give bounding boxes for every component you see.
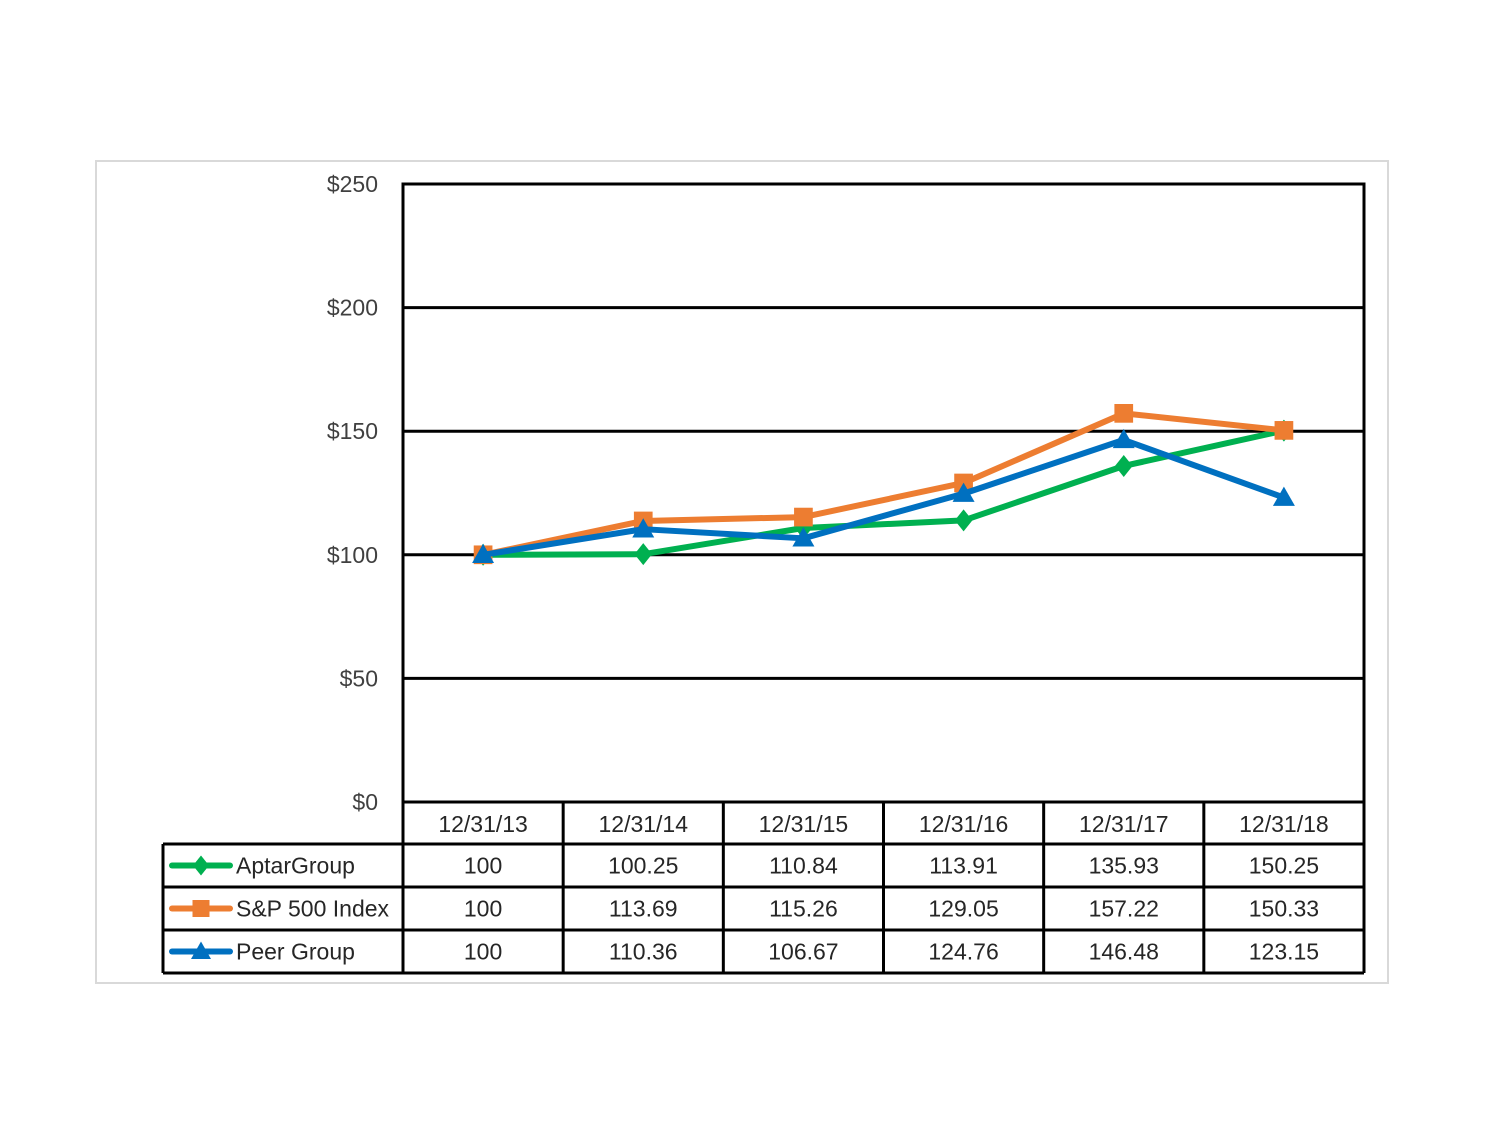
square-marker-icon [192,900,210,917]
category-label: 12/31/17 [1079,811,1169,837]
table-cell: 150.25 [1249,853,1319,879]
table-cell: 157.22 [1089,896,1159,922]
diamond-marker-icon [634,543,653,566]
category-label: 12/31/18 [1239,811,1329,837]
series-lines [472,404,1295,566]
y-axis-labels: $0 $50 $100 $150 $200 $250 [327,171,378,815]
series-line [483,427,1285,558]
y-tick-label: $50 [340,665,378,691]
table-cell: 113.91 [929,853,998,879]
triangle-marker-icon [191,941,211,959]
series-s-p-500-index [473,404,1294,565]
triangle-marker-icon [1272,486,1295,506]
table-cell: 124.76 [928,939,998,965]
category-label: 12/31/13 [438,811,528,837]
triangle-marker-icon [792,527,815,547]
triangle-marker-icon [1112,428,1135,449]
category-label: 12/31/15 [759,811,849,837]
table-cell: 106.67 [768,939,838,965]
triangle-marker-icon [952,482,975,502]
diamond-marker-icon [193,855,209,876]
table-cell: 113.69 [609,896,678,922]
category-label: 12/31/14 [598,811,688,837]
table-cell: 110.36 [609,939,678,965]
gridlines [401,182,1366,802]
triangle-marker-icon [632,518,655,538]
series-aptargroup [474,419,1293,566]
table-cell: 110.84 [769,853,838,879]
legend-key [169,900,233,917]
table-cell: 115.26 [769,896,838,922]
y-tick-label: $250 [327,171,378,197]
table-cell: 135.93 [1089,853,1159,879]
diamond-marker-icon [954,509,973,532]
legend-key [169,941,233,959]
table-cell: 100 [464,939,502,965]
legend-label: Peer Group [236,939,355,965]
y-tick-label: $0 [352,789,378,815]
chart-frame [95,160,1389,984]
table-cell: 129.05 [928,896,998,922]
triangle-marker-icon [472,543,495,564]
diamond-marker-icon [1114,454,1133,477]
table-cell: 150.33 [1249,896,1319,922]
table-cell: 146.48 [1089,939,1159,965]
series-peer-group [472,428,1295,564]
table-cell: 123.15 [1249,939,1319,965]
y-tick-label: $150 [327,418,378,444]
square-marker-icon [794,507,813,527]
table-cell: 100.25 [608,853,678,879]
legend-label: S&P 500 Index [236,896,390,922]
square-marker-icon [1114,404,1134,423]
table-cell: 100 [464,896,502,922]
y-tick-label: $200 [327,295,378,321]
square-marker-icon [1274,421,1294,440]
series-line [482,436,1285,558]
legend-label: AptarGroup [236,853,355,879]
category-label: 12/31/16 [919,811,1009,837]
table-cell: 100 [464,853,502,879]
series-line [482,410,1285,558]
y-tick-label: $100 [327,542,378,568]
data-table: 12/31/13 12/31/14 12/31/15 12/31/16 12/31/17… [161,800,1366,975]
legend-key [169,855,233,876]
plot-border [401,182,1366,802]
